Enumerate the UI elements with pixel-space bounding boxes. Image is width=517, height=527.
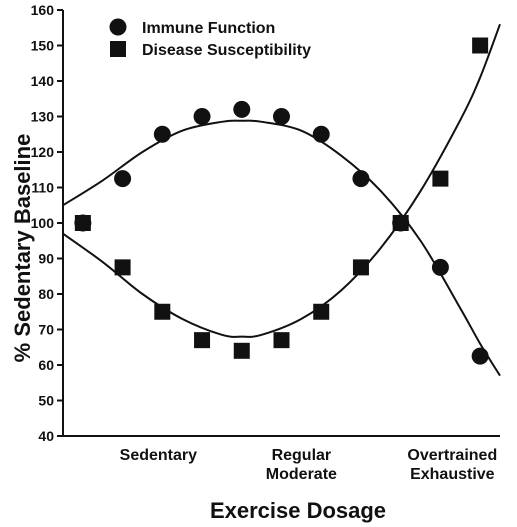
x-category-label: Regular Moderate bbox=[266, 447, 337, 483]
legend-label: Disease Susceptibility bbox=[142, 42, 311, 59]
data-point-disease bbox=[313, 303, 330, 320]
legend-label: Immune Function bbox=[142, 20, 275, 37]
data-point-immune bbox=[193, 108, 211, 125]
data-point-immune bbox=[233, 100, 251, 118]
x-category-label: Overtrained Exhaustive bbox=[407, 447, 497, 483]
axes bbox=[62, 10, 500, 437]
y-tick-label: 140 bbox=[31, 73, 55, 89]
data-point-disease bbox=[392, 215, 409, 231]
x-category-label: Sedentary bbox=[120, 447, 197, 464]
y-tick-label: 80 bbox=[38, 286, 54, 302]
data-point-immune bbox=[471, 347, 489, 365]
data-point-immune bbox=[312, 125, 330, 143]
data-point-disease bbox=[154, 303, 171, 320]
data-point-immune bbox=[273, 108, 290, 125]
y-tick-label: 160 bbox=[31, 2, 55, 18]
data-point-disease bbox=[432, 170, 449, 187]
data-point-immune bbox=[153, 125, 171, 143]
fit-curve-immune bbox=[62, 119, 501, 377]
legend-marker-disease bbox=[110, 41, 126, 57]
legend: Immune Function Disease Susceptibility bbox=[109, 18, 311, 59]
data-point-immune bbox=[431, 258, 449, 276]
data-point-disease bbox=[74, 215, 91, 231]
y-tick-label: 110 bbox=[31, 180, 54, 196]
y-ticks: 40 50 60 70 80 90 100 110 120 130 140 150 160 bbox=[31, 2, 63, 444]
y-tick-label: 70 bbox=[38, 322, 54, 338]
y-tick-label: 50 bbox=[38, 393, 54, 409]
y-tick-label: 60 bbox=[38, 357, 54, 373]
y-axis-title: % Sedentary Baseline bbox=[10, 134, 35, 363]
fit-curves bbox=[62, 23, 501, 377]
data-point-disease bbox=[472, 37, 489, 54]
data-point-disease bbox=[114, 259, 131, 276]
y-tick-label: 40 bbox=[38, 428, 54, 444]
x-axis-title: Exercise Dosage bbox=[210, 498, 386, 523]
data-points bbox=[74, 37, 489, 365]
y-tick-label: 100 bbox=[31, 215, 55, 231]
y-tick-label: 150 bbox=[31, 38, 55, 54]
x-category-labels: Sedentary Regular Moderate Overtrained Exhau… bbox=[120, 447, 498, 483]
data-point-disease bbox=[352, 259, 369, 276]
y-tick-label: 90 bbox=[38, 251, 54, 267]
fit-curve-disease bbox=[62, 23, 501, 338]
data-point-disease bbox=[273, 332, 290, 349]
data-point-disease bbox=[194, 332, 211, 349]
y-tick-label: 130 bbox=[31, 109, 55, 125]
legend-marker-immune bbox=[109, 18, 127, 36]
data-point-immune bbox=[352, 170, 370, 188]
data-point-immune bbox=[114, 170, 132, 188]
y-tick-label: 120 bbox=[31, 144, 55, 160]
data-point-disease bbox=[233, 342, 250, 359]
